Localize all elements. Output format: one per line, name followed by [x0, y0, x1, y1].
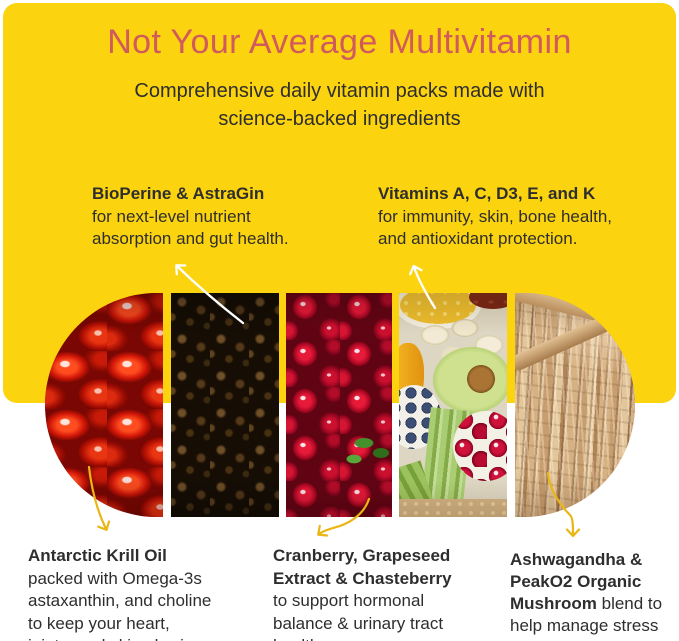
photo-shading — [399, 293, 507, 517]
cranberry-photo-strip — [286, 293, 392, 517]
callout-title: Antarctic Krill Oil — [28, 546, 167, 565]
callout-bioperine-astragin: BioPerine & AstraGin for next-level nutr… — [92, 183, 289, 251]
callout-antarctic-krill-oil: Antarctic Krill Oil packed with Omega-3s… — [28, 545, 211, 641]
callout-title: Vitamins A, C, D3, E, and K — [378, 184, 596, 203]
ashwagandha-photo-strip — [515, 293, 635, 517]
grains-shape — [399, 499, 507, 517]
arrow-to-krill-text-icon — [87, 465, 111, 532]
subheadline: Comprehensive daily vitamin packs made w… — [3, 77, 676, 133]
callout-line: astaxanthin, and choline — [28, 591, 212, 610]
callout-line: health. — [273, 635, 452, 641]
callout-line: packed with Omega-3s — [28, 568, 202, 588]
callout-line: absorption and gut health. — [92, 229, 289, 248]
callout-line: for next-level nutrient — [92, 206, 251, 226]
arrow-to-cranberry-text-icon — [317, 497, 371, 537]
red-beans-shape — [469, 293, 507, 309]
subheadline-line-1: Comprehensive daily vitamin packs made w… — [134, 80, 545, 102]
ingredient-capsule-collage — [45, 293, 635, 517]
callout-line: and boost mood. — [510, 637, 662, 641]
callout-line: and antioxidant protection. — [378, 229, 578, 248]
black-pepper-photo-strip — [171, 293, 279, 517]
callout-vitamins: Vitamins A, C, D3, E, and K for immunity… — [378, 183, 612, 251]
cherry-bowl-shape — [453, 411, 507, 481]
callout-title: Ashwagandha & — [510, 550, 643, 569]
callout-line: for immunity, skin, bone health, — [378, 206, 613, 226]
subheadline-line-2: science-backed ingredients — [218, 108, 461, 130]
callout-cranberry-grapeseed: Cranberry, Grapeseed Extract & Chasteber… — [273, 545, 452, 641]
callout-line: Mushroom blend to — [510, 593, 662, 615]
callout-line: joints, and skin glowing. — [28, 635, 211, 641]
krill-oil-photo-strip — [45, 293, 163, 517]
callout-title: Cranberry, Grapeseed — [273, 546, 451, 565]
callout-line: to keep your heart, — [28, 613, 170, 633]
arrow-to-vitamins-icon — [409, 264, 437, 310]
callout-line: to support hormonal — [273, 591, 425, 610]
callout-title: BioPerine & AstraGin — [92, 184, 265, 203]
headline: Not Your Average Multivitamin — [107, 23, 572, 61]
arrow-to-bioperine-icon — [175, 264, 245, 325]
arrow-to-ashwagandha-text-icon — [546, 471, 581, 538]
callout-title: Extract & Chasteberry — [273, 568, 452, 588]
callout-line: balance & urinary tract — [273, 613, 444, 633]
callout-bold-word: Mushroom — [510, 594, 597, 613]
mixed-produce-photo-strip — [399, 293, 507, 517]
callout-rest: blend to — [596, 594, 663, 613]
avocado-shape — [433, 347, 507, 413]
callout-title: PeakO2 Organic — [510, 572, 642, 591]
callout-line: help manage stress — [510, 616, 659, 635]
callout-ashwagandha-peako2: Ashwagandha & PeakO2 Organic Mushroom bl… — [510, 549, 662, 641]
